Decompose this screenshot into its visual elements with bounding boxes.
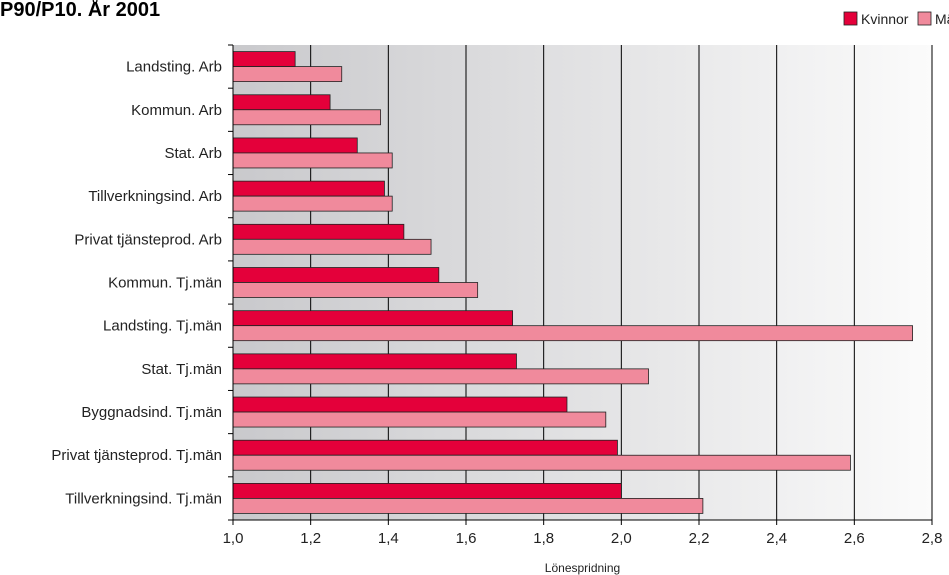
category-label: Landsting. Arb [126, 59, 222, 76]
legend: Kvinnor Män [843, 11, 949, 27]
category-label: Kommun. Tj.män [108, 275, 222, 292]
bar-man [232, 454, 851, 471]
bar-kvinnor [232, 180, 385, 197]
bar-kvinnor [232, 483, 622, 499]
bar-kvinnor [232, 353, 517, 370]
category-label: Privat tjänsteprod. Tj.män [51, 447, 222, 464]
legend-swatch [917, 11, 932, 26]
category-label: Tillverkningsind. Arb [88, 188, 222, 205]
x-tick-label: 1,4 [378, 530, 399, 547]
chart-title: P90/P10. År 2001 [0, 0, 160, 21]
bar-kvinnor [232, 94, 331, 111]
x-tick-label: 2,8 [922, 530, 943, 547]
x-tick-label: 1,6 [456, 530, 477, 547]
bar-man [232, 109, 381, 126]
category-label: Stat. Tj.män [141, 361, 222, 378]
bar-kvinnor [232, 396, 568, 413]
category-label: Landsting. Tj.män [103, 318, 222, 335]
category-label: Stat. Arb [164, 145, 222, 162]
category-label: Privat tjänsteprod. Arb [74, 231, 222, 248]
bar-kvinnor [232, 310, 514, 327]
x-tick-label: 1,2 [300, 530, 321, 547]
axes: 1,0 1,2 1,4 1,6 1,8 2,0 2,2 2,4 2,6 2,8 Landsting.… [51, 44, 943, 547]
legend-label: Män [935, 11, 949, 27]
bar-kvinnor [232, 51, 296, 67]
x-tick-label: 2,6 [844, 530, 865, 547]
bar-kvinnor [232, 223, 405, 240]
x-tick-label: 1,0 [223, 530, 244, 547]
bar-man [232, 195, 393, 212]
bar-kvinnor [232, 137, 358, 154]
category-label: Byggnadsind. Tj.män [81, 404, 222, 421]
bar-man [232, 325, 913, 342]
x-tick-label: 1,8 [533, 530, 554, 547]
x-tick-label: 2,0 [611, 530, 632, 547]
bar-man [232, 411, 607, 428]
bar-man [232, 498, 704, 514]
x-tick-label: 2,2 [689, 530, 710, 547]
bar-man [232, 66, 343, 82]
bar-man [232, 282, 479, 298]
category-label: Kommun. Arb [131, 102, 222, 119]
legend-label: Kvinnor [861, 11, 909, 27]
bar-man [232, 238, 432, 255]
x-tick-label: 2,4 [766, 530, 787, 547]
bar-kvinnor [232, 267, 440, 283]
category-label: Tillverkningsind. Tj.män [65, 490, 222, 507]
bar-man [232, 152, 393, 169]
legend-swatch [843, 11, 858, 26]
bar-man [232, 368, 649, 385]
x-axis-title: Lönespridning [545, 561, 620, 575]
bar-kvinnor [232, 439, 618, 456]
